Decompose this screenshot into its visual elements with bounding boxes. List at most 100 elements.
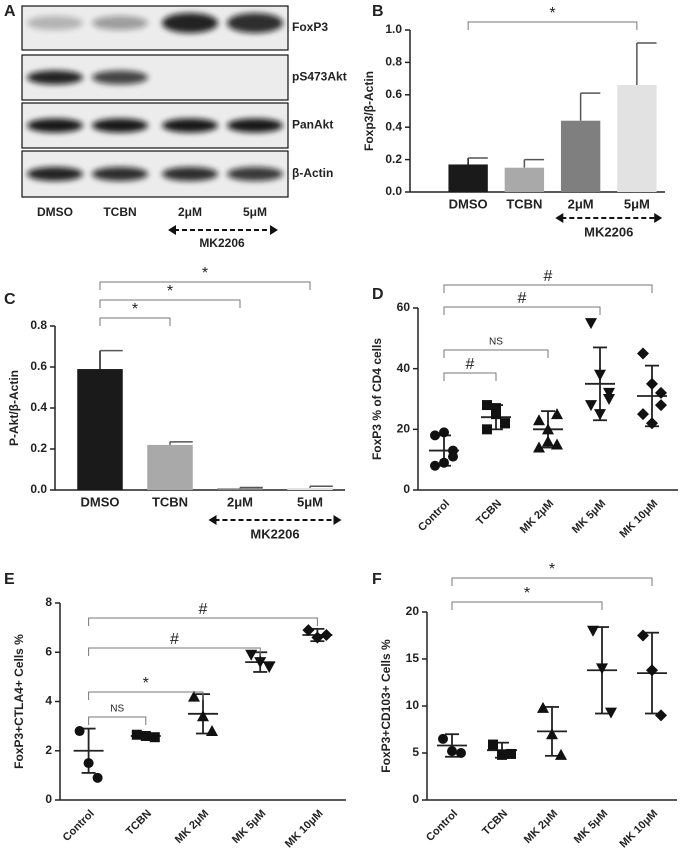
panel-letter: A [4,3,16,20]
bar [448,164,488,192]
significance-label: * [167,283,173,300]
x-tick-label: 2μM [227,494,253,509]
x-tick-label: MK 2μM [173,808,211,846]
y-tick-label: 0.4 [30,400,47,414]
data-point [497,749,507,760]
data-point [537,701,549,713]
data-point [533,441,545,453]
lane-label: 2μM [178,205,202,219]
data-point [302,624,315,637]
significance-bracket [88,617,318,626]
data-point [546,728,558,740]
data-point [92,772,103,783]
blot-band [27,118,83,133]
x-tick-label: MK 10μM [618,498,661,541]
data-point [655,399,667,412]
significance-label: # [170,631,179,648]
data-point [245,649,258,661]
y-tick-label: 5 [412,745,419,759]
bar [147,444,193,490]
data-point [140,730,151,741]
blot-band [92,16,148,30]
data-point [646,664,658,677]
group-label: MK2206 [250,526,299,541]
significance-bracket [443,306,601,315]
panel-letter: E [4,571,15,588]
y-tick-label: 0.0 [30,482,47,496]
x-tick-label: Control [61,808,97,844]
x-tick-label: MK 5μM [570,498,608,536]
data-point [438,733,448,744]
y-tick-label: 10 [406,698,420,712]
y-tick-label: 0.6 [385,87,402,101]
bar [77,369,123,490]
data-point [646,417,658,430]
significance-label: * [202,265,208,282]
x-tick-label: TCBN [480,808,510,838]
significance-label: * [549,5,555,22]
significance-label: * [143,675,149,692]
significance-bracket [467,21,638,30]
significance-bracket [88,647,261,656]
bar [217,488,263,490]
data-point [131,729,142,740]
y-tick-label: 0.8 [385,55,402,69]
y-tick-label: 20 [397,422,411,436]
significance-label: * [132,301,138,318]
y-axis-label: FoxP3+CD103+ Cells % [379,639,393,773]
row-label: PanAkt [292,118,333,132]
blot-band [92,70,148,85]
data-point [594,409,606,421]
blot-band [162,118,218,133]
data-point [482,424,492,435]
blot-band [162,13,218,33]
panel-letter: F [372,571,382,588]
significance-label: * [549,561,555,578]
significance-bracket [443,372,497,381]
y-tick-label: 4 [45,694,52,708]
significance-bracket [99,299,241,308]
data-point [646,377,658,390]
x-tick-label: TCBN [152,494,188,509]
y-tick-label: 60 [397,300,411,314]
significance-label: * [524,585,530,602]
data-point [254,657,267,669]
blot-band [227,118,283,133]
row-label: pS473Akt [292,70,347,84]
x-tick-label: MK 2μM [522,808,560,846]
significance-bracket [99,317,171,326]
data-point [542,435,554,447]
blot-band [27,16,83,30]
data-point [506,748,516,759]
y-tick-label: 15 [406,651,420,665]
y-tick-label: 6 [45,644,52,658]
y-tick-label: 2 [45,743,52,757]
data-point [585,400,597,412]
data-point [596,663,608,675]
significance-bracket [88,716,147,725]
lane-label: 5μM [243,205,267,219]
data-point [655,709,667,722]
data-point [551,408,563,420]
data-point [188,690,200,702]
x-tick-label: 5μM [624,196,650,211]
significance-bracket [99,281,311,290]
bar [504,167,545,192]
panel-letter: B [372,3,384,20]
significance-bracket [451,601,603,610]
blot-band [92,118,148,133]
data-point [197,710,209,722]
blot-band [27,70,83,85]
data-point [555,748,567,760]
significance-bracket [443,284,653,293]
data-point [533,414,545,426]
data-point [488,739,498,750]
data-point [439,427,449,438]
data-point [603,394,615,405]
x-tick-label: MK 2μM [518,498,556,536]
data-point [447,746,457,757]
y-axis-label: FoxP3 % of CD4 cells [370,338,384,460]
data-point [206,725,218,737]
data-point [542,423,554,435]
